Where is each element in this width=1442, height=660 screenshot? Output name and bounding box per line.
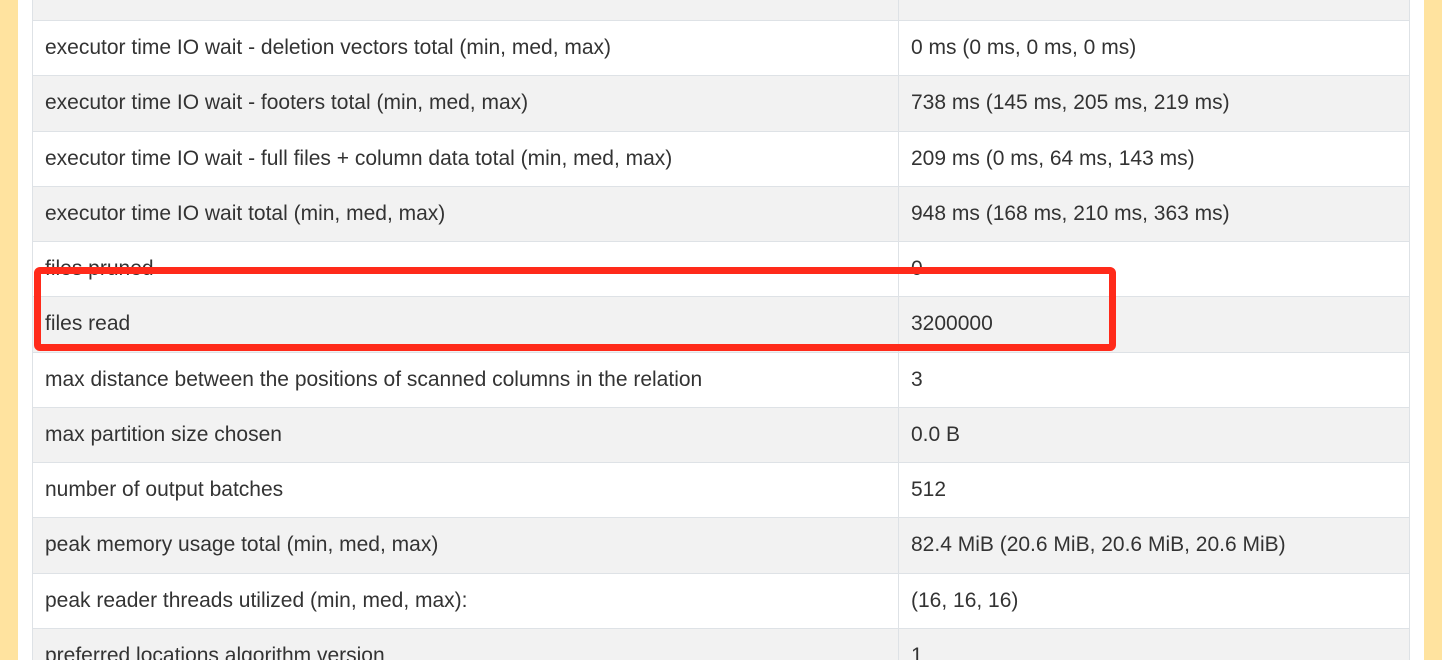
metric-value: 948 ms (168 ms, 210 ms, 363 ms): [899, 186, 1410, 241]
metric-value: 512: [899, 463, 1410, 518]
metric-value: 0.0 B: [899, 407, 1410, 462]
metric-key: number of output batches: [33, 463, 899, 518]
table-row: peak reader threads utilized (min, med, …: [33, 573, 1410, 628]
metric-key: executor time IO wait total (min, med, m…: [33, 186, 899, 241]
table-row: peak memory usage total (min, med, max) …: [33, 518, 1410, 573]
metric-value: 3200000: [899, 297, 1410, 352]
metric-key: max partition size chosen: [33, 407, 899, 462]
table-row: files pruned 0: [33, 242, 1410, 297]
metric-key: preferred locations algorithm version: [33, 628, 899, 660]
metric-key: max distance between the positions of sc…: [33, 352, 899, 407]
table-row: max distance between the positions of sc…: [33, 352, 1410, 407]
metric-value: 209 ms (0 ms, 64 ms, 143 ms): [899, 131, 1410, 186]
table-row: executor time IO wait - deletion vectors…: [33, 21, 1410, 76]
table-row: number of output batches 512: [33, 463, 1410, 518]
metric-key: peak memory usage total (min, med, max): [33, 518, 899, 573]
metric-value: 0: [899, 242, 1410, 297]
metric-value: 0 ms (0 ms, 0 ms, 0 ms): [899, 21, 1410, 76]
metric-value: 1: [899, 628, 1410, 660]
table-row-header-spacer: [33, 0, 1410, 21]
table-row: executor time IO wait total (min, med, m…: [33, 186, 1410, 241]
page-outer: executor time IO wait - deletion vectors…: [0, 0, 1442, 660]
table-row: max partition size chosen 0.0 B: [33, 407, 1410, 462]
metric-value: 82.4 MiB (20.6 MiB, 20.6 MiB, 20.6 MiB): [899, 518, 1410, 573]
metrics-panel: executor time IO wait - deletion vectors…: [18, 0, 1424, 660]
spacer-cell: [899, 0, 1410, 21]
metrics-table: executor time IO wait - deletion vectors…: [32, 0, 1410, 660]
metric-key: files pruned: [33, 242, 899, 297]
metric-value: 738 ms (145 ms, 205 ms, 219 ms): [899, 76, 1410, 131]
table-row: executor time IO wait - footers total (m…: [33, 76, 1410, 131]
spacer-cell: [33, 0, 899, 21]
metric-key: executor time IO wait - footers total (m…: [33, 76, 899, 131]
metric-key: peak reader threads utilized (min, med, …: [33, 573, 899, 628]
metric-key: executor time IO wait - deletion vectors…: [33, 21, 899, 76]
metric-value: (16, 16, 16): [899, 573, 1410, 628]
table-row: executor time IO wait - full files + col…: [33, 131, 1410, 186]
metric-key: executor time IO wait - full files + col…: [33, 131, 899, 186]
metric-value: 3: [899, 352, 1410, 407]
table-row: files read 3200000: [33, 297, 1410, 352]
metrics-table-body: executor time IO wait - deletion vectors…: [33, 0, 1410, 660]
metric-key: files read: [33, 297, 899, 352]
table-row: preferred locations algorithm version 1: [33, 628, 1410, 660]
